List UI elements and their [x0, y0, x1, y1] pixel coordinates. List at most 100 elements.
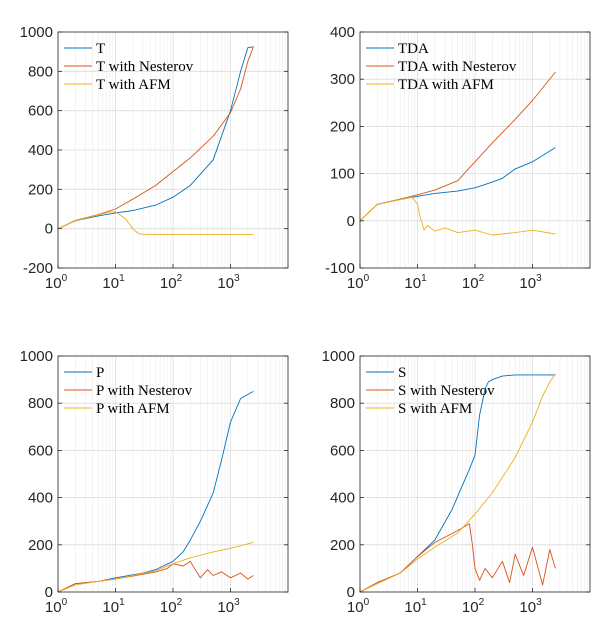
y-tick-label: 400: [330, 24, 355, 41]
x-tick-base: 10: [217, 275, 234, 292]
x-tick-base: 10: [519, 599, 536, 616]
x-tick-base: 10: [347, 599, 364, 616]
x-tick-label: 102: [462, 597, 485, 616]
y-tick-label: 200: [330, 118, 355, 135]
x-tick-base: 10: [160, 599, 177, 616]
x-tick-label: 103: [217, 597, 240, 616]
y-tick-label: 800: [330, 395, 355, 412]
y-tick-label: 600: [28, 103, 53, 120]
legend-label: S: [398, 365, 406, 381]
x-tick-exponent: 1: [119, 597, 125, 608]
y-tick-label: 100: [330, 166, 355, 183]
y-tick-label: 800: [28, 63, 53, 80]
x-tick-base: 10: [347, 275, 364, 292]
series-line-2: [360, 523, 556, 592]
x-tick-exponent: 2: [177, 597, 183, 608]
x-tick-base: 10: [160, 275, 177, 292]
x-tick-exponent: 1: [421, 273, 427, 284]
legend-label: S with Nesterov: [398, 383, 495, 399]
x-tick-exponent: 3: [234, 273, 240, 284]
legend-label: P with Nesterov: [96, 383, 193, 399]
x-tick-label: 103: [217, 273, 240, 292]
y-tick-label: 1000: [20, 24, 53, 41]
y-tick-label: 600: [28, 442, 53, 459]
y-tick-label: 200: [28, 181, 53, 198]
x-tick-label: 103: [519, 273, 542, 292]
x-tick-label: 100: [45, 273, 68, 292]
series-lines: [58, 46, 254, 236]
x-tick-base: 10: [404, 275, 421, 292]
x-tick-base: 10: [519, 275, 536, 292]
legend-label: TDA with AFM: [398, 77, 494, 93]
series-line-1: [58, 46, 254, 230]
x-tick-label: 100: [347, 273, 370, 292]
y-tick-label: 1000: [322, 348, 355, 365]
x-tick-exponent: 2: [479, 597, 485, 608]
x-tick-base: 10: [102, 599, 119, 616]
x-tick-exponent: 2: [177, 273, 183, 284]
x-tick-base: 10: [45, 599, 62, 616]
x-tick-label: 102: [160, 273, 183, 292]
legend-label: TDA with Nesterov: [398, 59, 517, 75]
y-tick-label: 300: [330, 71, 355, 88]
x-tick-label: 101: [102, 597, 125, 616]
series-line-3: [360, 196, 556, 236]
x-tick-base: 10: [462, 275, 479, 292]
y-tick-label: 1000: [20, 348, 53, 365]
x-tick-base: 10: [404, 599, 421, 616]
legend-label: T with Nesterov: [96, 59, 194, 75]
x-tick-base: 10: [462, 599, 479, 616]
x-tick-exponent: 3: [234, 597, 240, 608]
x-tick-label: 101: [102, 273, 125, 292]
series-lines: [58, 391, 254, 592]
x-tick-exponent: 3: [536, 597, 542, 608]
series-lines: [360, 373, 556, 592]
grid: [57, 355, 289, 593]
y-tick-label: 600: [330, 442, 355, 459]
x-tick-exponent: 0: [364, 597, 370, 608]
x-tick-exponent: 0: [364, 273, 370, 284]
legend: P P with Nesterov P with AFM: [64, 365, 193, 417]
x-tick-exponent: 0: [62, 597, 68, 608]
y-tick-label: 400: [28, 142, 53, 159]
legend-label: P with AFM: [96, 401, 170, 417]
x-tick-base: 10: [45, 275, 62, 292]
series-line-3: [58, 541, 254, 592]
y-tick-label: 400: [330, 490, 355, 507]
x-tick-label: 100: [347, 597, 370, 616]
x-tick-base: 10: [102, 275, 119, 292]
y-tick-label: 0: [347, 584, 355, 601]
x-tick-exponent: 0: [62, 273, 68, 284]
x-tick-label: 101: [404, 273, 427, 292]
series-line-3: [360, 373, 556, 592]
y-tick-label: -100: [325, 260, 355, 277]
x-tick-label: 102: [462, 273, 485, 292]
y-tick-label: 800: [28, 395, 53, 412]
legend-label: P: [96, 365, 104, 381]
legend-label: T with AFM: [96, 77, 171, 93]
y-tick-label: 0: [347, 213, 355, 230]
series-line-3: [58, 211, 254, 236]
x-tick-exponent: 1: [421, 597, 427, 608]
y-tick-label: 200: [28, 537, 53, 554]
x-tick-exponent: 2: [479, 273, 485, 284]
legend-label: S with AFM: [398, 401, 472, 417]
series-lines: [360, 71, 556, 236]
legend: TDA TDA with Nesterov TDA with AFM: [366, 41, 517, 93]
x-tick-label: 100: [45, 597, 68, 616]
y-tick-label: 400: [28, 490, 53, 507]
y-tick-label: 0: [45, 584, 53, 601]
x-tick-exponent: 3: [536, 273, 542, 284]
x-tick-exponent: 1: [119, 273, 125, 284]
legend-label: T: [96, 41, 105, 57]
x-tick-label: 101: [404, 597, 427, 616]
y-tick-label: 200: [330, 537, 355, 554]
legend-label: TDA: [398, 41, 429, 57]
y-tick-label: 0: [45, 221, 53, 238]
y-tick-label: -200: [23, 260, 53, 277]
x-tick-label: 102: [160, 597, 183, 616]
